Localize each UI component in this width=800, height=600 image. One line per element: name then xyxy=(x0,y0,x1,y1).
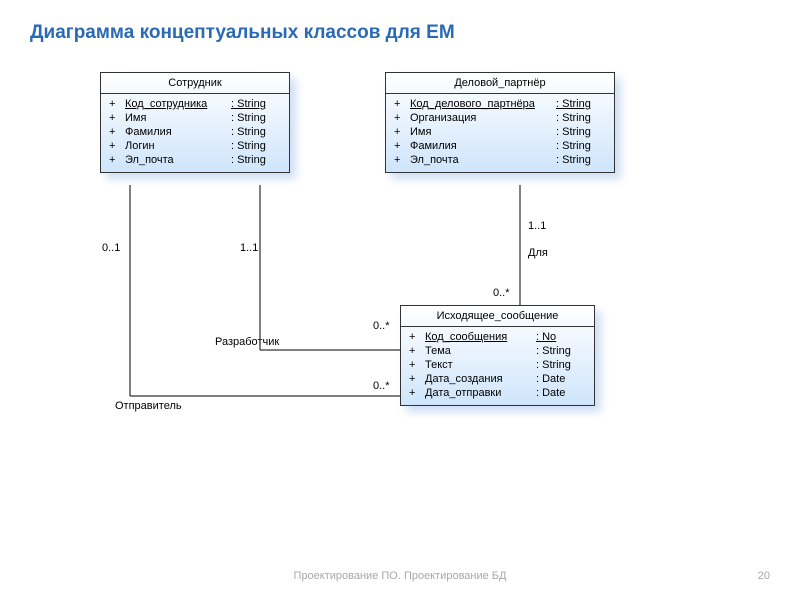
attr-row: +Имя: String xyxy=(394,125,606,139)
mult-label: 0..* xyxy=(373,320,390,332)
attr-row: +Дата_создания: Date xyxy=(409,372,586,386)
attr-row: +Эл_почта: String xyxy=(109,153,281,167)
page-title: Диаграмма концептуальных классов для EM xyxy=(30,22,455,44)
attr-row: +Фамилия: String xyxy=(109,125,281,139)
mult-label: 0..1 xyxy=(102,242,120,254)
attr-row: +Текст: String xyxy=(409,358,586,372)
attr-row: +Организация: String xyxy=(394,111,606,125)
class-message-body: +Код_сообщения: No +Тема: String +Текст:… xyxy=(401,327,594,405)
role-label: Для xyxy=(528,247,548,259)
footer-text: Проектирование ПО. Проектирование БД xyxy=(0,570,800,582)
attr-row: +Код_сотрудника: String xyxy=(109,97,281,111)
role-label: Отправитель xyxy=(115,400,182,412)
class-partner-body: +Код_делового_партнёра: String +Организа… xyxy=(386,94,614,172)
class-message-title: Исходящее_сообщение xyxy=(401,306,594,327)
attr-row: +Логин: String xyxy=(109,139,281,153)
attr-row: +Дата_отправки: Date xyxy=(409,386,586,400)
mult-label: 0..* xyxy=(493,287,510,299)
mult-label: 1..1 xyxy=(528,220,546,232)
mult-label: 0..* xyxy=(373,380,390,392)
attr-row: +Код_сообщения: No xyxy=(409,330,586,344)
mult-label: 1..1 xyxy=(240,242,258,254)
attr-row: +Код_делового_партнёра: String xyxy=(394,97,606,111)
class-employee-body: +Код_сотрудника: String +Имя: String +Фа… xyxy=(101,94,289,172)
attr-row: +Имя: String xyxy=(109,111,281,125)
class-employee-title: Сотрудник xyxy=(101,73,289,94)
attr-row: +Эл_почта: String xyxy=(394,153,606,167)
attr-row: +Фамилия: String xyxy=(394,139,606,153)
page-number: 20 xyxy=(758,570,770,582)
attr-row: +Тема: String xyxy=(409,344,586,358)
class-partner: Деловой_партнёр +Код_делового_партнёра: … xyxy=(385,72,615,173)
class-partner-title: Деловой_партнёр xyxy=(386,73,614,94)
class-employee: Сотрудник +Код_сотрудника: String +Имя: … xyxy=(100,72,290,173)
role-label: Разработчик xyxy=(215,336,279,348)
class-message: Исходящее_сообщение +Код_сообщения: No +… xyxy=(400,305,595,406)
